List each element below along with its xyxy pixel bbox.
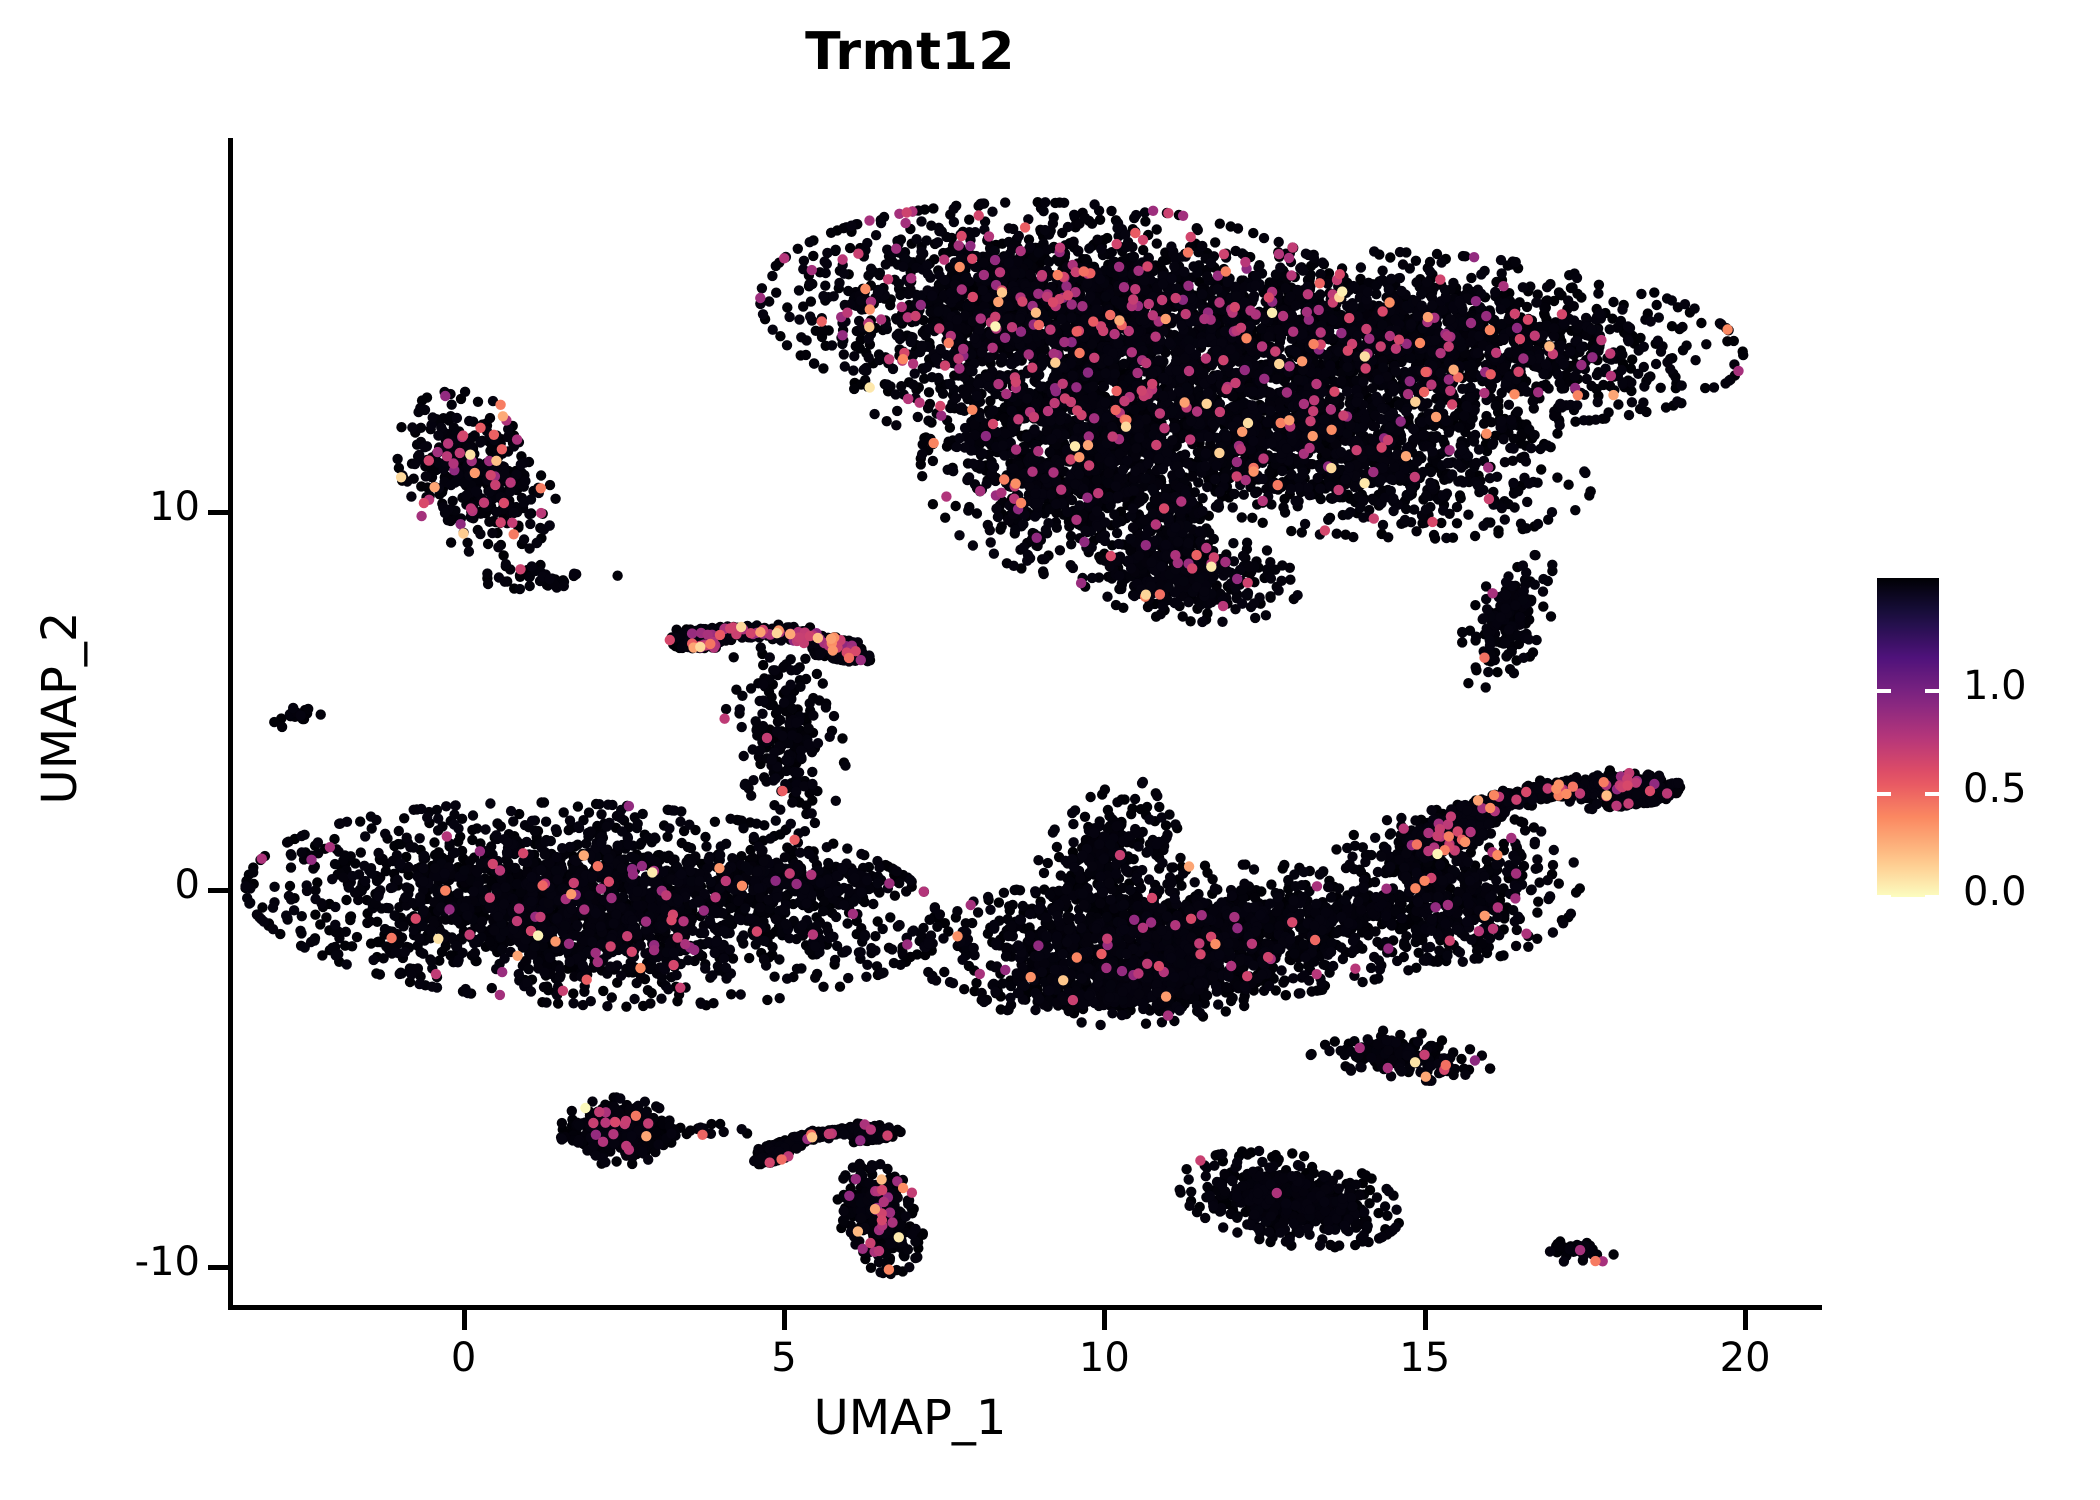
colorbar-tick-mark <box>1877 792 1891 797</box>
colorbar-tick-mark <box>1877 689 1891 694</box>
colorbar-tick-mark <box>1925 895 1939 899</box>
x-tick-mark <box>1102 1310 1108 1330</box>
page-title: Trmt12 <box>805 22 1015 82</box>
x-tick-mark <box>461 1310 467 1330</box>
colorbar-tick-mark <box>1925 689 1939 694</box>
y-axis-spine <box>228 138 233 1310</box>
x-axis-label: UMAP_1 <box>813 1390 1007 1446</box>
y-tick-label: -10 <box>134 1239 200 1286</box>
x-tick-mark <box>1422 1310 1428 1330</box>
colorbar-tick-label: 0.5 <box>1963 766 2027 813</box>
y-tick-mark <box>208 887 228 893</box>
x-axis-spine <box>228 1305 1822 1310</box>
x-tick-mark <box>782 1310 788 1330</box>
colorbar-tick-mark <box>1925 792 1939 797</box>
colorbar-tick-mark <box>1877 895 1891 899</box>
y-axis-label: UMAP_2 <box>32 611 88 805</box>
x-tick-label: 20 <box>1719 1335 1771 1381</box>
y-tick-label: 10 <box>149 483 200 530</box>
x-tick-mark <box>1743 1310 1749 1330</box>
x-tick-label: 15 <box>1399 1335 1451 1381</box>
colorbar-gradient <box>1877 578 1939 897</box>
x-tick-label: 0 <box>450 1335 477 1381</box>
y-tick-mark <box>208 1265 228 1271</box>
x-tick-label: 10 <box>1078 1335 1130 1381</box>
y-tick-label: 0 <box>174 861 200 908</box>
y-tick-mark <box>208 509 228 515</box>
scatter-points-layer <box>240 197 1749 1280</box>
x-tick-label: 5 <box>771 1335 797 1381</box>
colorbar-tick-label: 1.0 <box>1963 663 2027 710</box>
colorbar-tick-label: 0.0 <box>1963 869 2027 915</box>
